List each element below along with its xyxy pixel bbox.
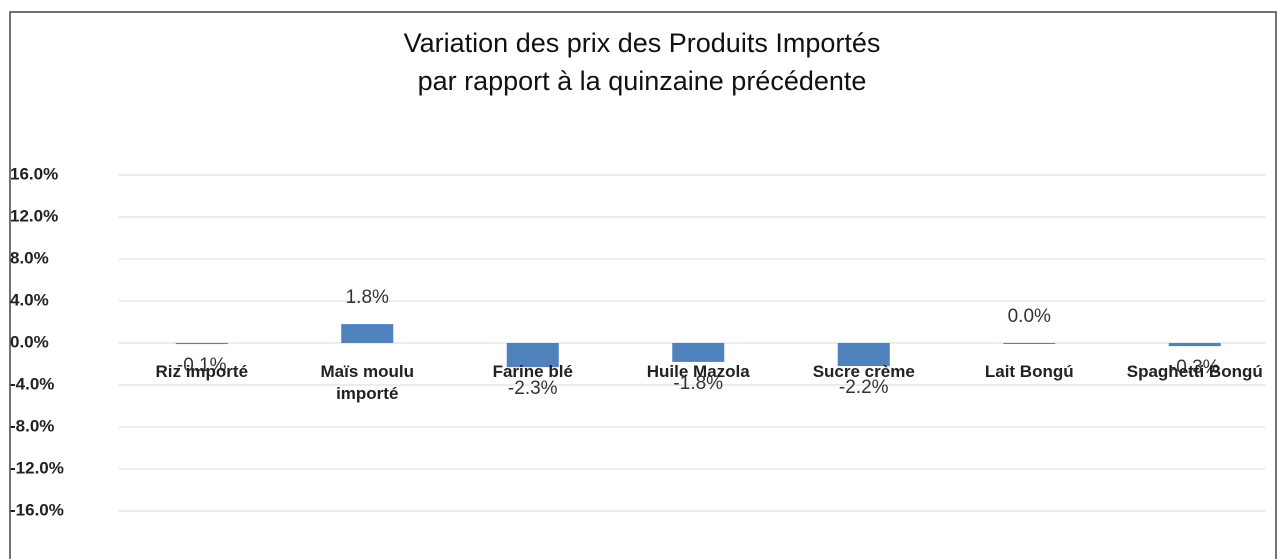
x-tick-label: Farine blé xyxy=(492,362,573,381)
bar xyxy=(175,343,228,345)
x-tick-label: Huile Mazola xyxy=(646,362,750,381)
data-label: -1.8% xyxy=(673,373,723,394)
y-tick-label: -12.0% xyxy=(10,458,64,477)
data-label: -2.3% xyxy=(508,378,558,399)
x-tick-label: Sucre crème xyxy=(812,362,915,381)
data-label: 1.8% xyxy=(346,287,389,308)
y-tick-label: 0.0% xyxy=(10,332,49,351)
data-label: -0.1% xyxy=(177,355,227,376)
x-tick-label: Maïs moulu importé xyxy=(320,362,414,403)
y-tick-label: 16.0% xyxy=(10,164,58,183)
data-label: 0.0% xyxy=(1008,306,1051,327)
x-tick-label: Riz importé xyxy=(155,362,249,381)
y-tick-label: 12.0% xyxy=(10,206,58,225)
data-label: -0.3% xyxy=(1170,357,1220,378)
y-tick-label: 4.0% xyxy=(10,290,49,309)
bar xyxy=(1168,343,1221,347)
bar xyxy=(341,324,394,343)
y-tick-label: -4.0% xyxy=(10,374,54,393)
y-tick-label: -16.0% xyxy=(10,500,64,519)
bar xyxy=(837,343,890,367)
y-tick-label: -8.0% xyxy=(10,416,54,435)
y-tick-label: 8.0% xyxy=(10,248,49,267)
frame xyxy=(9,11,1277,559)
bar xyxy=(506,343,559,368)
bar xyxy=(1003,343,1056,344)
x-tick-label: Lait Bongú xyxy=(984,362,1074,381)
x-tick-label: Spaghetti Bongú xyxy=(1126,362,1263,381)
chart-title: Variation des prix des Produits Importés… xyxy=(403,28,881,96)
bar xyxy=(672,343,725,362)
data-label: -2.2% xyxy=(839,377,889,398)
